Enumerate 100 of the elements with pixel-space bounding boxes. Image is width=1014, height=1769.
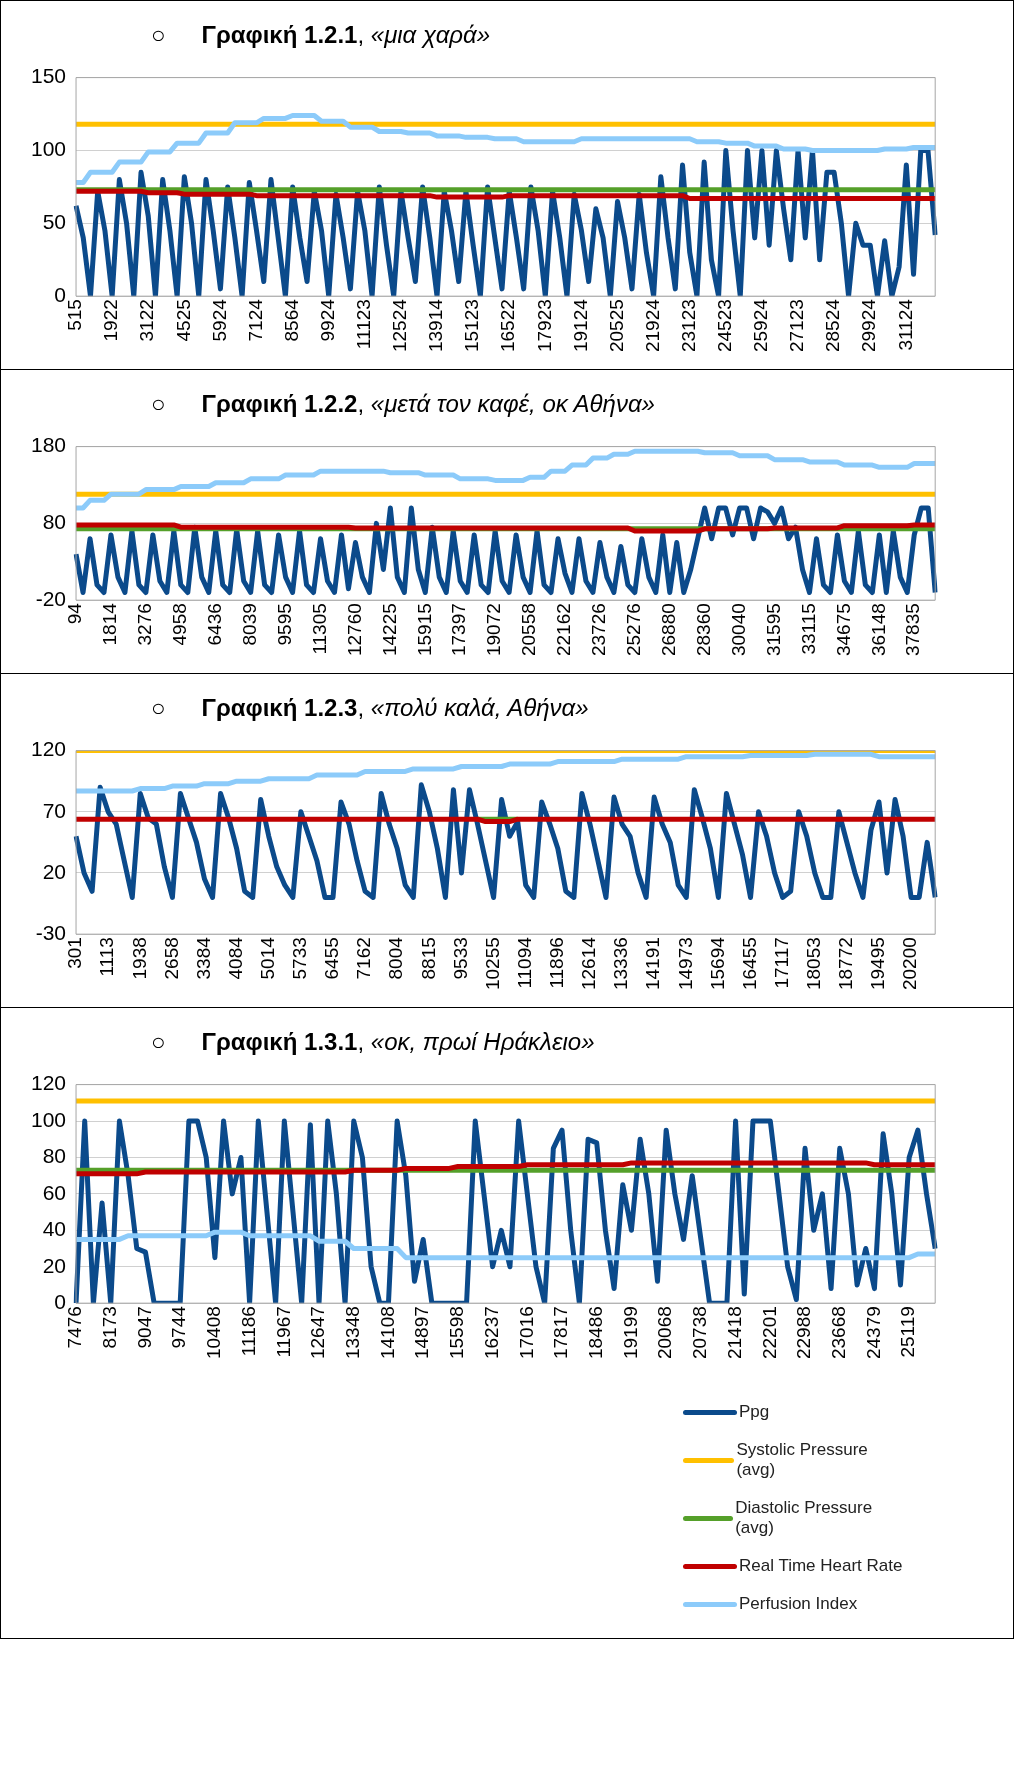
- x-tick-label: 9047: [133, 1306, 155, 1349]
- x-tick-label: 8815: [417, 937, 439, 980]
- y-tick-label: 50: [42, 210, 67, 234]
- x-tick-label: 10408: [203, 1306, 225, 1360]
- x-tick-label: 5733: [289, 937, 311, 980]
- x-tick-label: 17923: [533, 299, 555, 353]
- x-tick-label: 13348: [341, 1306, 363, 1360]
- x-tick-label: 22162: [553, 603, 575, 657]
- chart-title: ○ Γραφική 1.3.1, «οκ, πρωί Ηράκλειο»: [151, 1028, 595, 1055]
- x-tick-label: 17817: [550, 1306, 572, 1360]
- x-tick-label: 12760: [343, 603, 365, 657]
- x-tick-label: 6436: [203, 603, 225, 646]
- x-tick-label: 13336: [610, 937, 632, 991]
- x-tick-label: 15598: [446, 1306, 468, 1360]
- y-tick-label: -30: [35, 920, 67, 944]
- x-tick-label: 17016: [515, 1306, 537, 1360]
- x-tick-label: 18486: [584, 1306, 606, 1360]
- x-tick-label: 17117: [770, 937, 792, 989]
- x-tick-label: 8004: [385, 936, 407, 980]
- y-tick-label: 40: [42, 1217, 67, 1241]
- x-tick-label: 26880: [658, 603, 679, 657]
- x-tick-label: 31124: [894, 298, 916, 351]
- x-tick-label: 28360: [692, 603, 714, 657]
- y-tick-label: 100: [30, 1107, 67, 1131]
- x-tick-label: 13914: [425, 298, 447, 353]
- x-tick-label: 14973: [674, 937, 696, 991]
- x-tick-label: 18053: [802, 937, 824, 991]
- x-tick-label: 10255: [481, 937, 503, 991]
- x-tick-label: 17397: [448, 603, 470, 657]
- x-tick-label: 18772: [835, 937, 857, 991]
- x-tick-label: 27123: [786, 299, 808, 353]
- x-tick-label: 25119: [897, 1306, 919, 1358]
- x-tick-label: 20068: [654, 1306, 676, 1360]
- x-tick-label: 8173: [98, 1306, 120, 1349]
- x-tick-label: 20558: [518, 603, 540, 657]
- y-tick-label: 150: [30, 64, 67, 88]
- x-tick-label: 30040: [727, 603, 749, 657]
- x-tick-label: 16455: [738, 937, 760, 991]
- chart-title: ○ Γραφική 1.2.3, «πολύ καλά, Αθήνα»: [151, 694, 589, 721]
- x-tick-label: 11967: [272, 1306, 294, 1358]
- x-tick-label: 16522: [497, 299, 519, 353]
- x-tick-label: 301: [64, 937, 86, 969]
- y-tick-label: 120: [30, 1071, 67, 1095]
- x-tick-label: 8564: [280, 298, 302, 342]
- y-tick-label: 180: [30, 433, 67, 457]
- x-tick-label: 3276: [134, 603, 156, 646]
- x-tick-label: 11094: [513, 936, 535, 989]
- x-tick-label: 20200: [899, 937, 921, 991]
- y-tick-label: 0: [54, 1289, 67, 1313]
- x-tick-label: 5014: [256, 936, 278, 980]
- x-tick-label: 31595: [762, 603, 784, 657]
- x-tick-label: 9595: [273, 603, 295, 646]
- x-tick-label: 15694: [706, 936, 728, 991]
- x-tick-label: 94: [64, 602, 86, 625]
- x-tick-label: 12614: [578, 936, 600, 991]
- x-tick-label: 21418: [723, 1306, 745, 1360]
- legend-label: Diastolic Pressure (avg): [735, 1498, 874, 1538]
- x-tick-label: 19072: [483, 603, 505, 657]
- x-tick-label: 15915: [413, 603, 435, 657]
- y-tick-label: 70: [42, 798, 67, 822]
- x-tick-label: 11123: [353, 299, 375, 350]
- x-tick-label: 24379: [862, 1306, 884, 1360]
- x-tick-label: 22201: [758, 1306, 780, 1360]
- y-tick-label: 20: [42, 1253, 67, 1277]
- x-tick-label: 1814: [99, 602, 121, 646]
- x-tick-label: 34675: [832, 603, 854, 657]
- x-tick-label: 515: [64, 299, 86, 331]
- y-tick-label: 20: [42, 859, 67, 883]
- chart-title: ○ Γραφική 1.2.1, «μια χαρά»: [151, 21, 491, 48]
- x-tick-label: 24523: [714, 299, 736, 353]
- x-tick-label: 5924: [208, 298, 230, 342]
- x-tick-label: 1113: [96, 937, 118, 977]
- x-tick-label: 1938: [128, 937, 150, 980]
- chart-title: ○ Γραφική 1.2.2, «μετά τον καφέ, οκ Αθήνα»: [151, 390, 655, 417]
- y-tick-label: -20: [35, 586, 67, 610]
- x-tick-label: 2658: [160, 937, 182, 980]
- y-tick-label: 100: [30, 137, 67, 161]
- x-tick-label: 21924: [641, 298, 663, 353]
- x-tick-label: 11186: [237, 1306, 259, 1357]
- x-tick-label: 9744: [168, 1305, 190, 1349]
- x-tick-label: 7124: [244, 298, 266, 342]
- x-tick-label: 19495: [867, 937, 889, 991]
- x-tick-label: 12524: [389, 298, 411, 353]
- x-tick-label: 19124: [569, 298, 591, 353]
- x-tick-label: 37835: [902, 603, 924, 657]
- x-tick-label: 25924: [750, 298, 772, 353]
- x-tick-label: 9924: [316, 298, 338, 342]
- x-tick-label: 28524: [822, 298, 844, 353]
- x-tick-label: 7162: [353, 937, 375, 980]
- x-tick-label: 23668: [827, 1306, 849, 1360]
- x-tick-label: 15123: [461, 299, 483, 353]
- x-tick-label: 23726: [588, 603, 610, 657]
- x-tick-label: 23123: [677, 299, 699, 353]
- x-tick-label: 8039: [238, 603, 260, 646]
- x-tick-label: 20738: [689, 1306, 711, 1360]
- x-tick-label: 19199: [619, 1306, 641, 1360]
- x-tick-label: 11896: [546, 937, 568, 989]
- x-tick-label: 3384: [192, 936, 214, 980]
- x-tick-label: 33115: [797, 603, 819, 655]
- x-tick-label: 14191: [642, 937, 664, 991]
